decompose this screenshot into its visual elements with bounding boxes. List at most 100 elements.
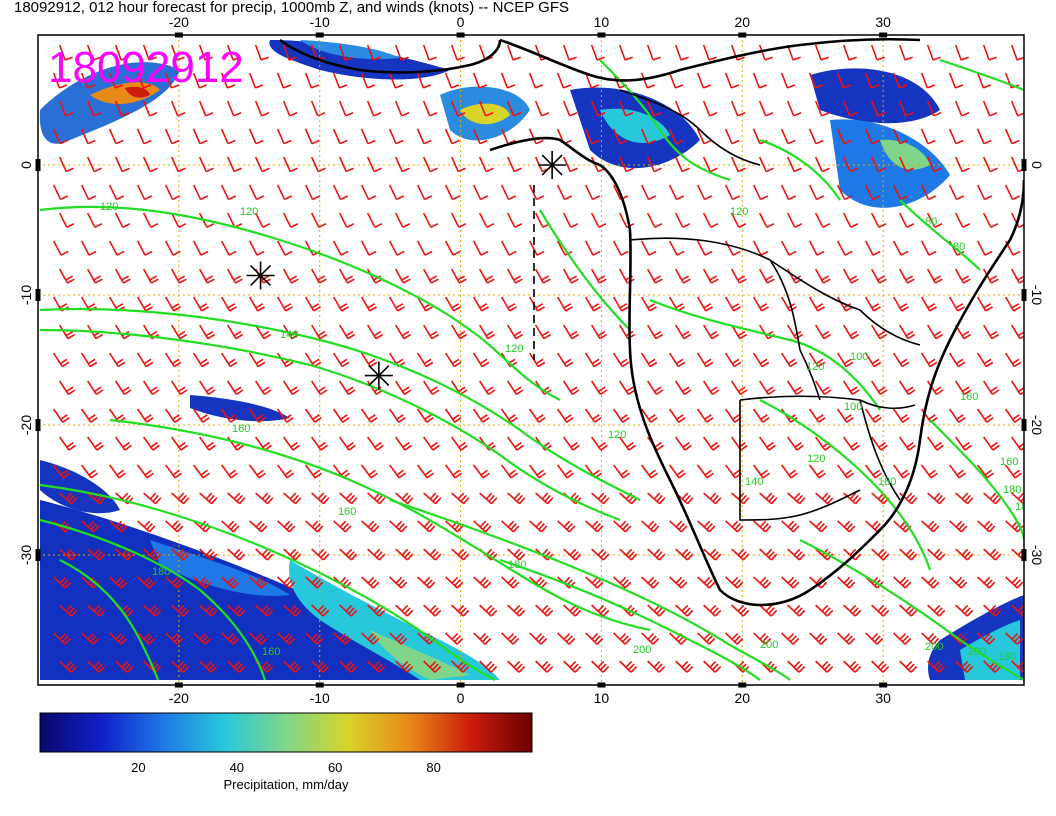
wind-barb <box>115 660 134 673</box>
wind-barb <box>254 212 271 229</box>
wind-barb <box>612 296 629 312</box>
wind-barb <box>338 100 354 117</box>
contour-label: 200 <box>968 646 986 658</box>
wind-barb <box>752 464 771 479</box>
wind-barb <box>248 352 266 368</box>
wind-barb <box>304 184 321 201</box>
wind-barb <box>842 100 858 117</box>
colorbar-tick: 80 <box>426 760 440 775</box>
wind-barb <box>585 632 604 645</box>
wind-barb <box>507 548 526 561</box>
wind-barb <box>81 520 100 533</box>
wind-barb <box>171 660 190 673</box>
wind-barb <box>977 520 996 533</box>
wind-barb <box>619 548 638 561</box>
wind-barb <box>1010 44 1024 61</box>
wind-barb <box>109 632 128 645</box>
contour-label: 200 <box>760 639 778 651</box>
wind-barb <box>58 380 76 396</box>
wind-barb <box>58 212 75 229</box>
wind-barb <box>472 408 490 423</box>
lat-tick-right: 0 <box>1029 161 1045 169</box>
wind-barb <box>283 660 302 673</box>
wind-barb <box>926 268 943 284</box>
wind-barb <box>926 44 941 61</box>
wind-barb <box>142 268 159 284</box>
wind-barb <box>702 212 719 229</box>
wind-barb <box>52 184 69 201</box>
lon-tick-top: -20 <box>169 14 189 30</box>
wind-barb <box>808 408 826 423</box>
wind-barb <box>535 660 554 673</box>
wind-barb <box>842 44 857 61</box>
wind-barb <box>618 100 634 117</box>
coastlines <box>279 37 1024 607</box>
wind-barb <box>842 268 859 284</box>
wind-barb <box>389 576 408 589</box>
wind-barb <box>332 72 348 89</box>
wind-barb <box>584 72 600 89</box>
wind-barb <box>668 184 685 201</box>
wind-barb <box>892 240 909 256</box>
wind-barb <box>535 492 554 505</box>
wind-barb <box>814 212 831 229</box>
wind-barb <box>814 100 830 117</box>
wind-barb <box>948 128 964 145</box>
right-lat-ticks: 0 -10 -20 -30 <box>1029 161 1045 565</box>
wind-barb <box>394 268 411 284</box>
wind-barb <box>556 352 574 368</box>
wind-barb <box>500 240 517 256</box>
wind-barb <box>500 464 519 479</box>
wind-barb <box>193 576 212 589</box>
wind-barb <box>450 100 466 117</box>
wind-barb <box>892 408 910 423</box>
wind-barb <box>927 492 946 505</box>
wind-barb <box>920 464 939 479</box>
wind-barb <box>976 464 995 479</box>
wind-barb <box>921 576 940 589</box>
contour-label: 180 <box>878 476 896 488</box>
plot-area: 120 120 120 140 120 120 160 160 180 200 200 200 200 1… <box>38 35 1024 685</box>
wind-barb <box>640 128 656 145</box>
wind-barb <box>842 436 860 451</box>
wind-barb <box>703 660 722 673</box>
wind-barb <box>332 296 349 312</box>
wind-barb <box>53 632 72 645</box>
wind-barb <box>815 604 834 617</box>
contour-label: 100 <box>844 401 862 413</box>
wind-barb <box>529 520 548 533</box>
wind-barb <box>422 380 440 396</box>
wind-barb <box>562 324 580 340</box>
lat-tick-right: -20 <box>1029 415 1045 435</box>
wind-barb <box>864 464 883 479</box>
wind-barb <box>646 268 663 284</box>
wind-barb <box>366 436 384 451</box>
wind-barb <box>227 604 246 617</box>
wind-barb <box>1004 296 1021 312</box>
wind-barb <box>192 128 208 145</box>
wind-barb <box>507 660 526 673</box>
wind-barb <box>921 632 940 645</box>
wind-barb <box>808 72 824 89</box>
wind-barb <box>982 100 998 117</box>
wind-barb <box>360 464 379 479</box>
wind-barb <box>871 604 890 617</box>
wind-barb <box>780 72 796 89</box>
wind-barb <box>52 464 71 479</box>
wind-barb <box>445 632 464 645</box>
wind-barb <box>332 240 349 256</box>
wind-barb <box>283 548 302 561</box>
wind-barb <box>752 408 770 423</box>
wind-barb <box>948 184 965 201</box>
wind-barb <box>80 184 97 201</box>
wind-barb <box>199 548 218 561</box>
wind-barb <box>983 492 1002 505</box>
wind-barb <box>584 128 600 145</box>
wind-barb <box>444 352 462 368</box>
wind-barb <box>753 576 772 589</box>
wind-barb <box>920 184 937 201</box>
wind-barb <box>893 576 912 589</box>
wind-barb <box>304 464 323 479</box>
wind-barb <box>815 660 834 673</box>
wind-barb <box>1004 408 1022 423</box>
